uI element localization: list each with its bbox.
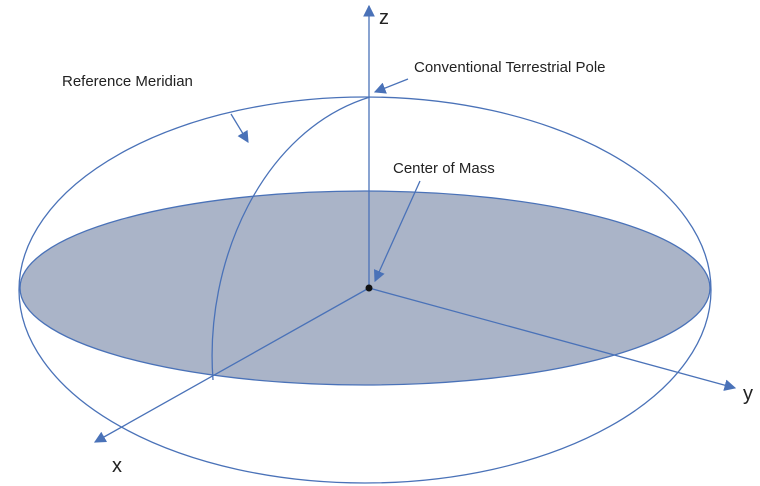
center-pointer	[373, 180, 421, 283]
reference-meridian-curve	[211, 96, 371, 381]
pole-pointer	[373, 78, 409, 94]
meridian-pointer	[230, 113, 249, 144]
center-label: Center of Mass	[393, 160, 495, 177]
y-axis	[368, 287, 737, 391]
x-axis	[93, 287, 370, 443]
meridian-label: Reference Meridian	[62, 73, 193, 90]
pole-label: Conventional Terrestrial Pole	[414, 59, 606, 76]
ellipsoid-outline	[18, 96, 712, 484]
z-label: z	[379, 7, 389, 29]
equatorial-plane	[19, 190, 711, 386]
center-point	[365, 284, 373, 292]
x-label: x	[112, 455, 122, 477]
y-label: y	[743, 383, 753, 405]
